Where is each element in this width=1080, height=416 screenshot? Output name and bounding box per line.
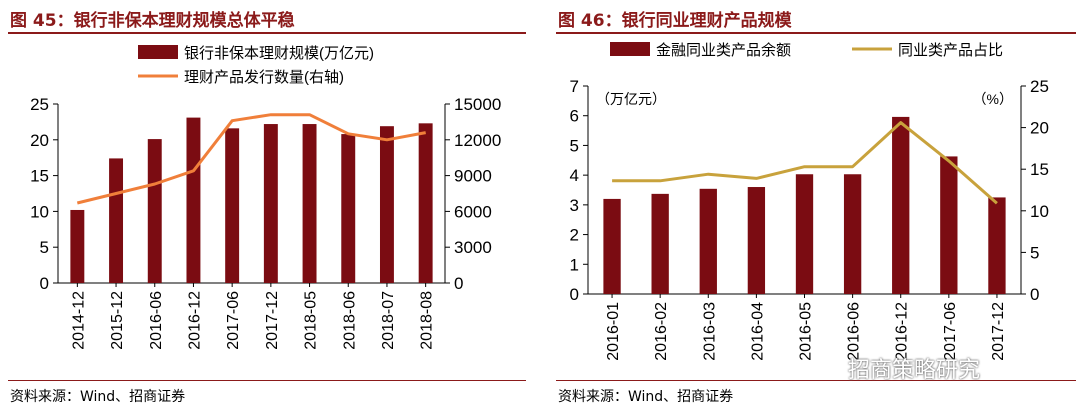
y-tick-label: 1 bbox=[570, 255, 579, 274]
x-tick-label: 2018-05 bbox=[303, 291, 320, 350]
x-tick-label: 2017-06 bbox=[942, 302, 959, 361]
y2-tick-label: 9000 bbox=[454, 167, 492, 186]
y2-tick-label: 20 bbox=[1030, 119, 1049, 138]
y-tick-label: 5 bbox=[570, 136, 579, 155]
x-tick-label: 2018-06 bbox=[341, 291, 358, 350]
bar bbox=[988, 197, 1006, 294]
bar bbox=[341, 134, 356, 283]
y-tick-label: 6 bbox=[570, 107, 579, 126]
legend-label-bar: 金融同业类产品余额 bbox=[656, 41, 791, 59]
bar bbox=[892, 116, 910, 294]
bar bbox=[302, 124, 317, 283]
source-note-right: 资料来源：Wind、招商证券 bbox=[558, 389, 734, 405]
bar bbox=[651, 193, 669, 294]
watermark: 招商策略研究 bbox=[848, 358, 981, 383]
title-divider-left bbox=[8, 32, 526, 34]
y-tick-label: 10 bbox=[30, 202, 49, 221]
source-divider-right bbox=[556, 380, 1076, 381]
y-tick-label: 0 bbox=[40, 274, 49, 293]
x-tick-label: 2014-12 bbox=[70, 291, 87, 350]
bar bbox=[186, 117, 201, 283]
chart-right: 金融同业类产品余额 同业类产品占比 （万亿元） （%） 0 1 2 3 4 5 6 7 0 5 10 15 20… bbox=[570, 41, 1049, 361]
y2-tick-label: 25 bbox=[1030, 77, 1049, 96]
bar bbox=[225, 128, 240, 283]
bar bbox=[109, 158, 124, 283]
x-tick-label: 2016-03 bbox=[701, 302, 718, 361]
bar bbox=[843, 174, 862, 294]
bar bbox=[263, 124, 278, 283]
source-divider-left bbox=[8, 380, 526, 381]
title-divider-right bbox=[556, 32, 1076, 34]
y-tick-label: 20 bbox=[30, 131, 49, 150]
x-tick-label: 2017-06 bbox=[225, 291, 242, 350]
y-tick-label: 0 bbox=[570, 285, 579, 304]
y2-tick-label: 12000 bbox=[454, 131, 501, 150]
chart-panel-right: 图 46：银行同业理财产品规模 金融同业类产品余额 同业类产品占比 （万亿元） （%）… bbox=[548, 0, 1080, 416]
x-tick-label: 2016-06 bbox=[846, 302, 863, 361]
y2-tick-label: 5 bbox=[1030, 243, 1039, 262]
x-tick-label: 2016-06 bbox=[148, 291, 165, 350]
y-tick-label: 2 bbox=[570, 226, 579, 245]
x-tick-label: 2016-12 bbox=[894, 302, 911, 361]
y-tick-label: 15 bbox=[30, 167, 49, 186]
x-tick-label: 2016-12 bbox=[186, 291, 203, 350]
x-tick-label: 2017-12 bbox=[264, 291, 281, 350]
series-line bbox=[76, 113, 426, 205]
bar bbox=[747, 187, 766, 294]
bar bbox=[699, 188, 717, 294]
bar bbox=[379, 126, 394, 283]
y-tick-label: 4 bbox=[570, 166, 579, 185]
y2-tick-label: 10 bbox=[1030, 202, 1049, 221]
legend-swatch-bar bbox=[138, 45, 178, 59]
chart-title-right: 图 46：银行同业理财产品规模 bbox=[558, 11, 792, 31]
legend-label-bar: 银行非保本理财规模(万亿元) bbox=[184, 45, 374, 62]
y-tick-label: 3 bbox=[570, 196, 579, 215]
x-tick-label: 2017-12 bbox=[990, 302, 1007, 361]
y2-axis-label: （%） bbox=[973, 91, 1013, 107]
x-tick-label: 2018-08 bbox=[419, 291, 436, 350]
y2-tick-label: 0 bbox=[454, 274, 463, 293]
bar bbox=[70, 209, 85, 283]
bar bbox=[795, 174, 814, 294]
y2-tick-label: 15 bbox=[1030, 160, 1049, 179]
y-axis-label: （万亿元） bbox=[596, 91, 666, 107]
chart-title-left: 图 45：银行非保本理财规模总体平稳 bbox=[10, 11, 295, 31]
x-tick-label: 2016-05 bbox=[798, 302, 815, 361]
y2-tick-label: 15000 bbox=[454, 95, 501, 114]
series-line bbox=[612, 121, 998, 205]
x-tick-label: 2018-07 bbox=[380, 291, 397, 350]
source-note-left: 资料来源：Wind、招商证券 bbox=[10, 389, 186, 405]
bar bbox=[940, 156, 958, 294]
x-tick-label: 2016-04 bbox=[749, 302, 766, 361]
legend-swatch-bar bbox=[610, 42, 650, 56]
chart-left: 银行非保本理财规模(万亿元) 理财产品发行数量(右轴) 0 5 10 15 20 25 0 300… bbox=[30, 45, 501, 350]
bar bbox=[418, 123, 433, 283]
chart-panel-left: 图 45：银行非保本理财规模总体平稳 银行非保本理财规模(万亿元) 理财产品发行数… bbox=[0, 0, 530, 416]
y-tick-label: 25 bbox=[30, 95, 49, 114]
bar bbox=[147, 139, 162, 283]
y2-tick-label: 0 bbox=[1030, 285, 1039, 304]
x-tick-label: 2016-01 bbox=[605, 302, 622, 361]
y2-tick-label: 3000 bbox=[454, 238, 492, 257]
x-tick-label: 2016-02 bbox=[653, 302, 670, 361]
legend-label-line: 同业类产品占比 bbox=[898, 42, 1003, 59]
bar bbox=[603, 198, 621, 294]
y-tick-label: 5 bbox=[40, 238, 49, 257]
x-tick-label: 2015-12 bbox=[109, 291, 126, 350]
y2-tick-label: 6000 bbox=[454, 202, 492, 221]
y-tick-label: 7 bbox=[570, 77, 579, 96]
legend-label-line: 理财产品发行数量(右轴) bbox=[184, 69, 344, 86]
